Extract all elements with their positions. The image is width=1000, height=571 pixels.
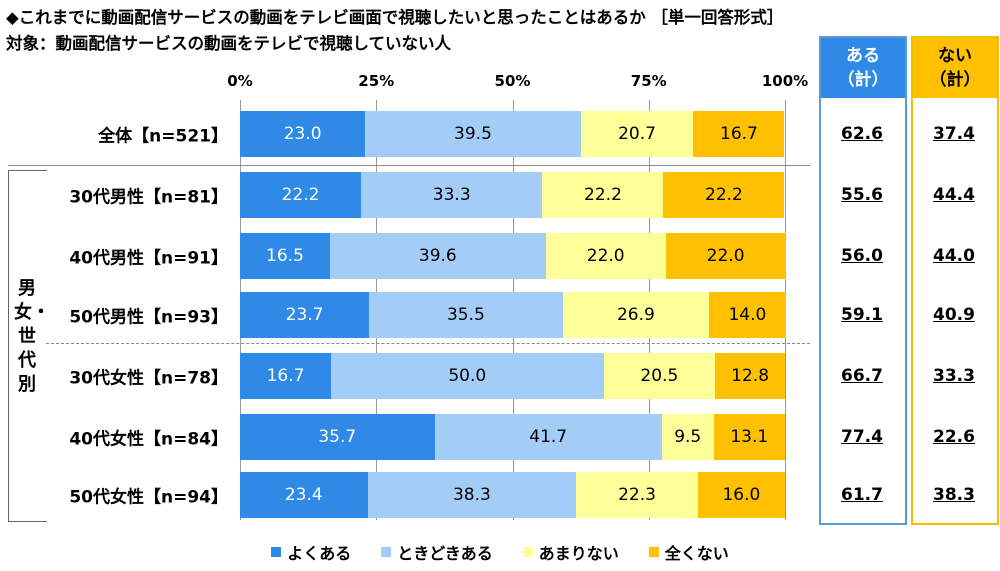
x-tick-label: 0% [227, 72, 253, 90]
bar-segment: 22.2 [542, 172, 664, 218]
category-label: 50代女性【n=94】 [69, 487, 228, 508]
aru-total-value: 77.4 [841, 427, 883, 447]
chart-subtitle: 対象：動画配信サービスの動画をテレビで視聴していない人 [6, 34, 452, 53]
stacked-bar: 23.4 38.3 22.3 16.0 [240, 472, 785, 518]
bar-segment: 23.4 [240, 472, 368, 518]
nai-header-line2: （計） [929, 70, 981, 90]
category-label: 40代男性【n=91】 [69, 248, 228, 269]
nai-total-value: 22.6 [933, 427, 975, 447]
category-label: 30代女性【n=78】 [69, 368, 228, 389]
aru-total-value: 59.1 [841, 305, 883, 325]
bar-segment: 22.3 [576, 472, 698, 518]
legend-swatch [522, 547, 533, 557]
legend-item: ときどきある [381, 540, 493, 564]
bar-segment: 13.1 [713, 414, 785, 460]
x-tick-label: 75% [630, 72, 667, 90]
bar-segment: 38.3 [367, 472, 577, 518]
legend-label: 全くない [664, 544, 729, 563]
bar-segment: 35.7 [240, 414, 435, 460]
category-label: 全体【n=521】 [98, 126, 228, 147]
bar-segment: 41.7 [434, 414, 662, 460]
bar-segment: 22.0 [545, 233, 666, 279]
category-label: 50代男性【n=93】 [69, 307, 228, 328]
x-tick-label: 25% [358, 72, 395, 90]
bar-segment: 20.5 [603, 353, 716, 399]
bar-segment: 9.5 [661, 414, 714, 460]
chart-title: ◆これまでに動画配信サービスの動画をテレビ画面で視聴したいと思ったことはあるか … [6, 8, 784, 27]
stacked-bar: 16.5 39.6 22.0 22.0 [240, 233, 786, 279]
legend-swatch [381, 547, 392, 557]
aru-total-column: ある （計） [819, 36, 907, 525]
legend-label: よくある [287, 544, 352, 563]
bar-segment: 14.0 [709, 292, 786, 338]
nai-total-value: 33.3 [933, 366, 975, 386]
nai-total-column: ない （計） [911, 36, 999, 525]
stacked-bar: 16.7 50.0 20.5 12.8 [240, 353, 785, 399]
aru-total-value: 61.7 [841, 485, 883, 505]
stacked-bar: 35.7 41.7 9.5 13.1 [240, 414, 785, 460]
group-label: 男女・世代別 [14, 278, 50, 395]
aru-total-header: ある （計） [821, 38, 905, 98]
legend-label: ときどきある [397, 544, 493, 563]
group-bracket [8, 170, 47, 522]
stacked-bar: 23.0 39.5 20.7 16.7 [240, 111, 785, 157]
bar-segment: 50.0 [331, 353, 604, 399]
nai-total-header: ない （計） [913, 38, 997, 98]
bar-segment: 12.8 [715, 353, 785, 399]
category-label: 40代女性【n=84】 [69, 429, 228, 450]
x-tick-label: 50% [494, 72, 531, 90]
nai-header-line1: ない [938, 46, 972, 66]
row-separator [8, 165, 810, 166]
bar-segment: 16.5 [240, 233, 330, 279]
bar-segment: 20.7 [580, 111, 694, 157]
bar-segment: 39.5 [365, 111, 581, 157]
bar-segment: 22.2 [240, 172, 361, 218]
bar-segment: 39.6 [329, 233, 546, 279]
stacked-bar: 23.7 35.5 26.9 14.0 [240, 292, 786, 338]
category-label: 30代男性【n=81】 [69, 187, 228, 208]
x-tick-label: 100% [761, 72, 809, 90]
legend-swatch [648, 547, 659, 557]
bar-segment: 16.7 [240, 353, 331, 399]
legend-item: よくある [271, 540, 351, 564]
aru-total-value: 56.0 [841, 246, 883, 266]
bar-segment: 22.2 [663, 172, 785, 218]
aru-total-value: 55.6 [841, 185, 883, 205]
nai-total-value: 38.3 [933, 485, 975, 505]
bar-segment: 33.3 [360, 172, 543, 218]
bar-segment: 23.7 [240, 292, 370, 338]
nai-total-value: 40.9 [933, 305, 975, 325]
bar-segment: 23.0 [240, 111, 366, 157]
aru-total-value: 62.6 [841, 124, 883, 144]
bar-segment: 35.5 [369, 292, 563, 338]
bar-segment: 16.7 [693, 111, 785, 157]
bar-segment: 26.9 [562, 292, 710, 338]
legend-item: 全くない [648, 540, 729, 564]
row-separator [46, 343, 810, 344]
legend-item: あまりない [522, 540, 619, 564]
nai-total-value: 37.4 [933, 124, 975, 144]
legend-swatch [271, 547, 282, 557]
bar-segment: 22.0 [665, 233, 786, 279]
bar-segment: 16.0 [697, 472, 785, 518]
nai-total-value: 44.4 [933, 185, 975, 205]
aru-total-value: 66.7 [841, 366, 883, 386]
aru-header-line1: ある [846, 46, 880, 66]
stacked-bar: 22.2 33.3 22.2 22.2 [240, 172, 785, 218]
legend-label: あまりない [538, 544, 619, 563]
legend: よくある ときどきある あまりない 全くない [0, 540, 1000, 564]
aru-header-line2: （計） [837, 70, 889, 90]
nai-total-value: 44.0 [933, 246, 975, 266]
